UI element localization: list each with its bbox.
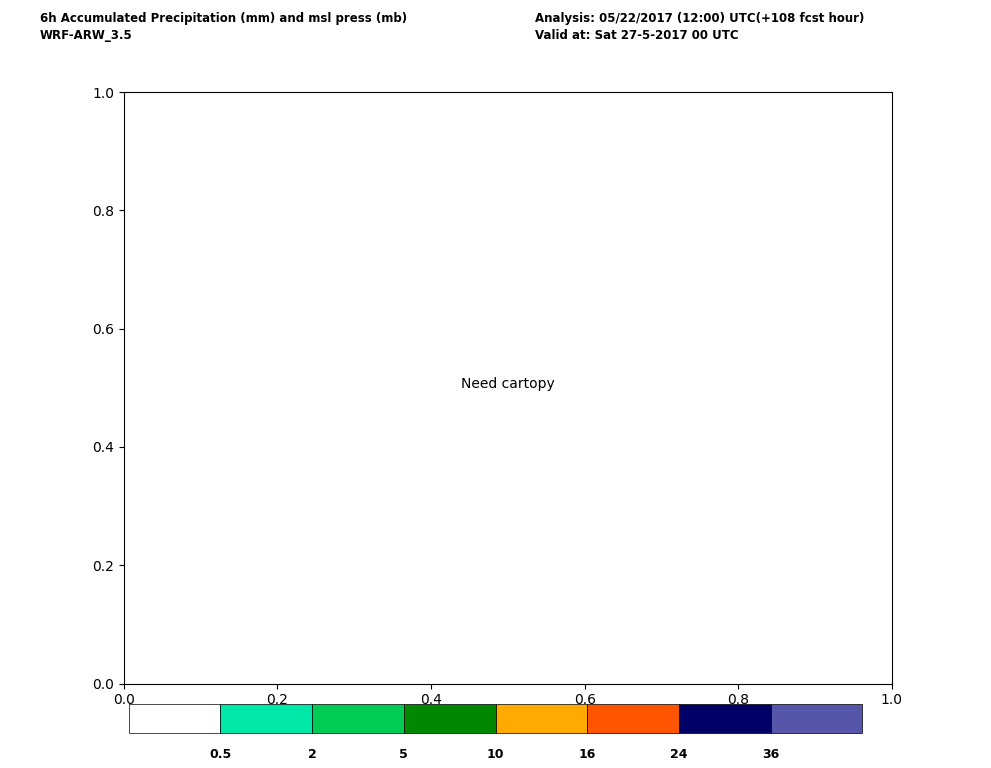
Bar [679, 704, 771, 733]
Bar [587, 704, 679, 733]
Text: 24: 24 [670, 748, 688, 761]
Text: Analysis: 05/22/2017 (12:00) UTC(+108 fcst hour): Analysis: 05/22/2017 (12:00) UTC(+108 fc… [535, 12, 864, 25]
Bar [312, 704, 404, 733]
Text: 16: 16 [579, 748, 596, 761]
Text: WRF-ARW_3.5: WRF-ARW_3.5 [40, 29, 133, 42]
Bar [220, 704, 312, 733]
Bar [129, 704, 220, 733]
Text: 2: 2 [308, 748, 316, 761]
Bar [496, 704, 587, 733]
Text: 36: 36 [762, 748, 779, 761]
Bar [404, 704, 496, 733]
Text: 5: 5 [399, 748, 408, 761]
Bar [771, 704, 862, 733]
Text: 10: 10 [487, 748, 504, 761]
Text: 0.5: 0.5 [209, 748, 232, 761]
Text: Need cartopy: Need cartopy [461, 377, 555, 391]
Text: Valid at: Sat 27-5-2017 00 UTC: Valid at: Sat 27-5-2017 00 UTC [535, 29, 738, 42]
Text: 6h Accumulated Precipitation (mm) and msl press (mb): 6h Accumulated Precipitation (mm) and ms… [40, 12, 406, 25]
